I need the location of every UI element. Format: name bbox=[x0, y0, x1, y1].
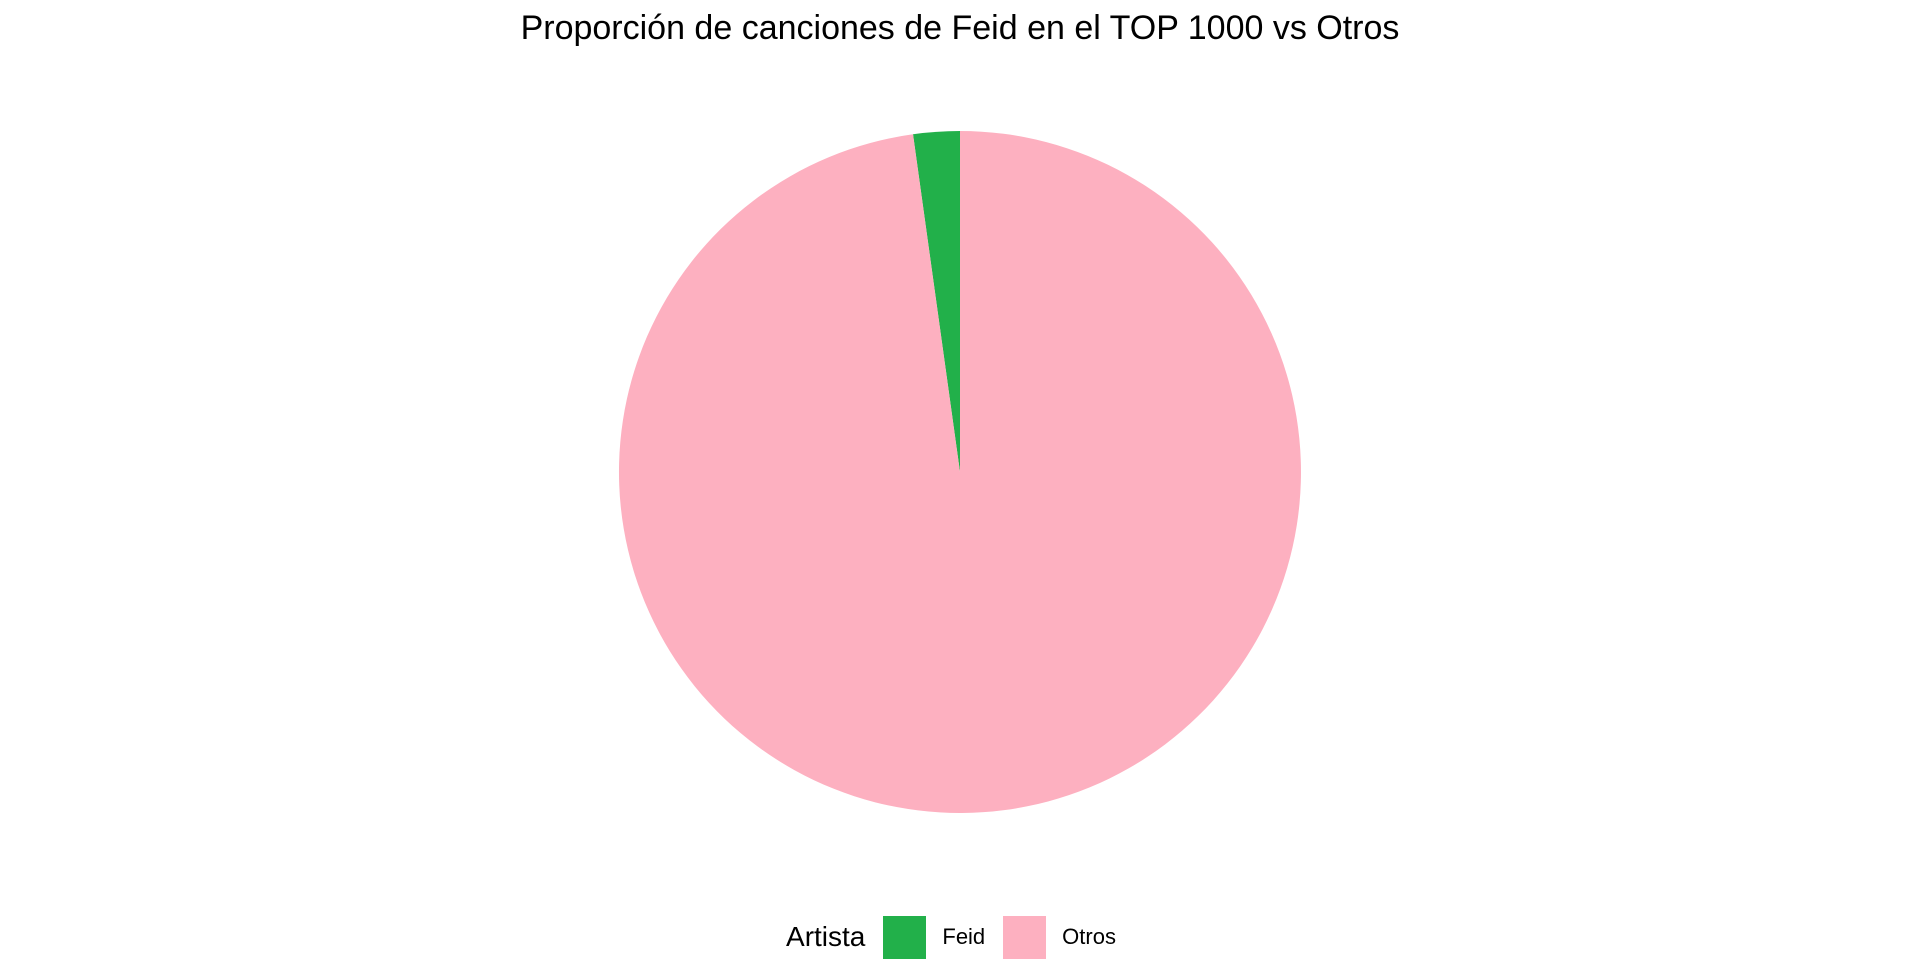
legend: Artista Feid Otros bbox=[0, 915, 1920, 959]
legend-item-feid: Feid bbox=[883, 915, 985, 959]
pie-slice-otros bbox=[618, 131, 1301, 813]
legend-label-otros: Otros bbox=[1062, 924, 1116, 949]
legend-swatch-otros bbox=[1003, 915, 1047, 959]
pie-slice-feid bbox=[913, 131, 960, 472]
legend-title: Artista bbox=[786, 921, 866, 952]
legend-label-feid: Feid bbox=[942, 924, 986, 949]
chart-title: Proporción de canciones de Feid en el TO… bbox=[520, 9, 1400, 47]
legend-swatch-feid bbox=[883, 915, 927, 959]
legend-item-otros: Otros bbox=[1003, 915, 1116, 959]
